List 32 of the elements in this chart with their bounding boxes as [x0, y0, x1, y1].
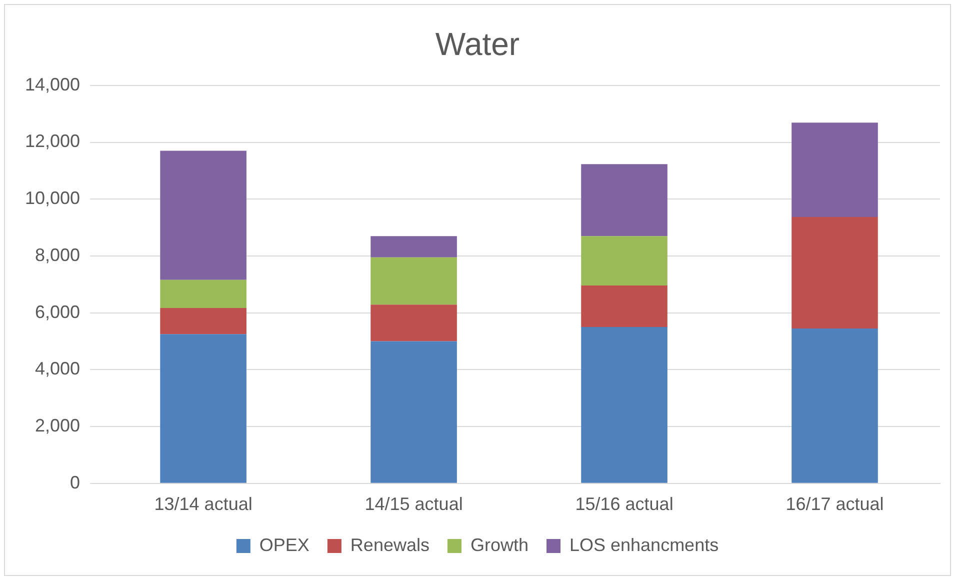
y-tick-label: 0 — [70, 472, 80, 492]
bar — [792, 122, 878, 218]
legend-label: OPEX — [259, 534, 310, 555]
bar — [792, 328, 878, 483]
bar — [370, 236, 457, 258]
bar — [581, 286, 668, 328]
chart-title: Water — [435, 26, 520, 62]
y-tick-label: 6,000 — [35, 302, 80, 322]
bar — [581, 236, 668, 286]
y-tick-label: 8,000 — [35, 244, 80, 265]
bar — [160, 308, 246, 334]
x-tick-label: 13/14 actual — [154, 494, 252, 514]
bar — [581, 327, 668, 483]
x-tick-label: 16/17 actual — [786, 494, 884, 514]
legend-label: LOS enhancments — [569, 534, 719, 555]
y-tick-label: 14,000 — [24, 74, 80, 94]
bar — [160, 334, 246, 483]
bar — [370, 257, 457, 305]
legend-label: Renewals — [350, 534, 430, 555]
bar — [792, 217, 878, 328]
legend-label: Growth — [470, 534, 529, 555]
y-tick-label: 10,000 — [24, 188, 80, 208]
bar — [581, 164, 668, 236]
y-tick-label: 2,000 — [35, 416, 80, 436]
y-tick-label: 4,000 — [35, 358, 80, 379]
x-tick-label: 14/15 actual — [364, 494, 463, 514]
bar — [370, 304, 457, 342]
bar — [160, 150, 246, 280]
bar — [160, 280, 246, 308]
y-tick-label: 12,000 — [24, 131, 80, 152]
bar — [370, 341, 457, 483]
x-tick-label: 15/16 actual — [575, 494, 674, 514]
